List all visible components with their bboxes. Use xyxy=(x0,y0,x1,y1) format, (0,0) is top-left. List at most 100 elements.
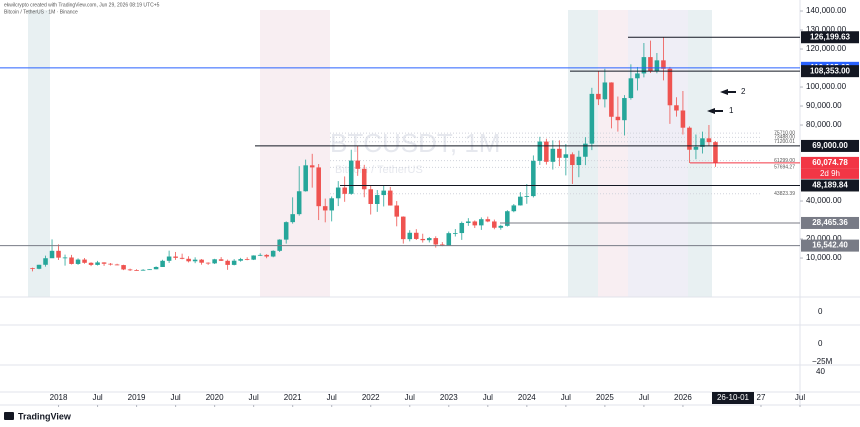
candle-body xyxy=(466,221,471,223)
candle-body xyxy=(426,238,432,241)
watermark-title: BTCUSDT, 1M xyxy=(330,128,500,158)
band xyxy=(28,10,50,297)
candle-body xyxy=(179,257,185,259)
candle-body xyxy=(550,148,556,162)
x-tick-label: Jul xyxy=(170,393,180,402)
candle-body xyxy=(82,259,87,263)
candle-body xyxy=(622,98,627,121)
candle-body xyxy=(394,205,400,217)
candle-body xyxy=(108,263,113,265)
candle-body xyxy=(609,82,614,117)
x-tick-label: Jul xyxy=(795,393,805,402)
price-box xyxy=(801,65,859,78)
candle-body xyxy=(602,82,608,100)
candle-body xyxy=(355,160,360,169)
candle-body xyxy=(218,259,224,261)
band xyxy=(598,10,628,297)
candle-body xyxy=(147,269,152,271)
candle-body xyxy=(648,57,653,72)
pane-axis-label: 0 xyxy=(818,307,823,316)
y-tick-label: 140,000.00 xyxy=(806,6,847,15)
crosshair-box xyxy=(712,392,754,404)
x-tick-label: Jul xyxy=(327,393,337,402)
x-tick-label: Jul xyxy=(405,393,415,402)
candle-body xyxy=(153,266,159,270)
candle-body xyxy=(95,262,100,265)
candle-body xyxy=(387,190,393,206)
price-box xyxy=(801,168,859,179)
candle-body xyxy=(49,250,55,259)
candle-body xyxy=(680,110,686,128)
band xyxy=(628,10,688,297)
candles xyxy=(30,37,718,272)
watermark-subtitle: Bitcoin / TetherUS xyxy=(335,164,423,176)
candle-body xyxy=(231,260,237,265)
candle-body xyxy=(160,260,165,267)
candle-body xyxy=(407,232,413,240)
y-tick-label: 130,000.00 xyxy=(806,25,847,34)
candle-body xyxy=(570,154,575,166)
arrow-note: 1 xyxy=(729,106,734,115)
level-note: 61299.00 xyxy=(774,158,795,164)
bands xyxy=(28,10,712,297)
candle-body xyxy=(557,148,562,158)
price-box-label: 69,000.00 xyxy=(812,141,848,150)
candle-body xyxy=(309,165,315,168)
candle-body xyxy=(492,221,497,228)
candle-body xyxy=(101,262,107,264)
candle-body xyxy=(374,195,380,204)
candle-body xyxy=(238,259,243,261)
candle-body xyxy=(127,269,133,271)
candle-body xyxy=(596,93,601,100)
candle-body xyxy=(589,93,595,144)
candle-body xyxy=(505,211,510,226)
candle-body xyxy=(706,138,712,143)
symbol-legend: Bitcoin / TetherUS · 1M · Binance xyxy=(4,9,78,15)
price-box xyxy=(801,216,859,229)
arrow-note: 2 xyxy=(741,87,746,96)
candle-body xyxy=(381,190,387,196)
y-tick-label: 90,000.00 xyxy=(806,101,842,110)
candle-body xyxy=(361,168,367,190)
y-tick-label: 120,000.00 xyxy=(806,44,847,53)
price-box-label: 16,542.40 xyxy=(812,241,848,250)
candle-body xyxy=(654,60,660,72)
candle-body xyxy=(121,265,126,270)
x-tick-label: 2022 xyxy=(362,393,380,402)
candle-body xyxy=(283,222,289,240)
candle-body xyxy=(531,160,536,197)
candle-body xyxy=(641,57,647,74)
level-note: 71200.01 xyxy=(774,139,795,145)
candle-body xyxy=(400,216,406,240)
candle-body xyxy=(518,196,523,206)
y-tick-label: 40,000.00 xyxy=(806,196,842,205)
candle-body xyxy=(446,233,452,246)
candle-body xyxy=(453,233,458,234)
price-box-label: 60,074.78 xyxy=(812,158,848,167)
candle-body xyxy=(413,232,419,239)
candle-body xyxy=(674,105,679,111)
candle-body xyxy=(420,238,426,241)
candle-body xyxy=(511,205,517,212)
candle-body xyxy=(69,257,74,264)
candle-body xyxy=(544,141,549,162)
candle-body xyxy=(114,264,120,266)
candle-body xyxy=(166,256,172,261)
x-tick-label: 2025 xyxy=(596,393,614,402)
candle-body xyxy=(459,222,465,234)
brand-logo xyxy=(4,412,14,420)
candle-body xyxy=(537,141,543,161)
arrow xyxy=(707,108,723,114)
brand: TradingView xyxy=(4,411,72,421)
candle-body xyxy=(472,221,478,226)
x-tick-label: 27 xyxy=(757,393,766,402)
candle-body xyxy=(212,259,217,264)
candle-body xyxy=(264,254,269,257)
x-tick-label: Jul xyxy=(92,393,102,402)
candle-body xyxy=(290,214,295,223)
candle-body xyxy=(661,60,666,69)
candle-body xyxy=(433,238,439,245)
price-box-label: 48,189.84 xyxy=(812,181,848,190)
candle-body xyxy=(225,260,230,265)
